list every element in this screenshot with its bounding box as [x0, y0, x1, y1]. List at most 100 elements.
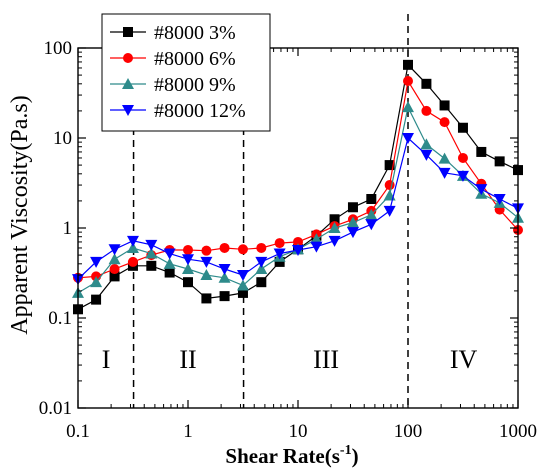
data-point — [293, 236, 303, 247]
x-axis-title: Shear Rate(s-1) — [225, 443, 358, 468]
data-point — [256, 277, 267, 288]
data-point — [182, 254, 194, 266]
data-point — [219, 242, 230, 253]
data-point — [182, 263, 194, 275]
data-point — [403, 75, 413, 86]
data-point — [163, 257, 176, 269]
region-label-iii: III — [313, 345, 339, 374]
data-point — [90, 276, 103, 288]
data-point — [163, 248, 176, 260]
data-point — [237, 287, 248, 298]
data-point — [255, 263, 268, 275]
data-point — [438, 167, 451, 179]
data-point — [366, 194, 377, 205]
data-point — [236, 270, 249, 282]
data-point — [183, 244, 193, 255]
data-point — [218, 271, 231, 283]
data-point — [273, 248, 286, 260]
data-point — [328, 222, 341, 233]
data-point — [476, 146, 487, 157]
legend-label: #8000 6% — [154, 48, 236, 70]
series-layer — [72, 59, 524, 315]
legend-item-4: #8000 12% — [110, 100, 246, 122]
legend-label: #8000 12% — [154, 100, 246, 122]
data-point — [109, 271, 120, 282]
x-tick-label: 1 — [183, 421, 193, 442]
legend-label: #8000 9% — [154, 74, 236, 96]
data-point — [218, 264, 231, 276]
region-label-iv: IV — [450, 345, 478, 374]
data-point — [457, 152, 468, 163]
legend-marker — [122, 105, 134, 116]
legend-label: #8000 3% — [154, 22, 236, 44]
data-point — [457, 122, 468, 133]
data-point — [346, 216, 359, 228]
data-point — [439, 117, 450, 128]
x-axis-title-superscript: -1 — [340, 443, 352, 458]
legend-item-2: #8000 6% — [110, 48, 236, 70]
legend-marker — [122, 78, 134, 89]
data-point — [201, 245, 212, 256]
y-tick-label: 0.01 — [39, 398, 72, 419]
data-point — [310, 241, 323, 253]
data-point — [402, 133, 414, 144]
data-point — [383, 205, 396, 217]
data-point — [439, 100, 450, 111]
data-point — [402, 101, 414, 113]
x-tick-label: 100 — [394, 421, 423, 442]
data-point — [328, 235, 341, 247]
data-point — [274, 238, 285, 249]
x-axis-title-close: ) — [352, 444, 359, 468]
data-point — [384, 160, 395, 171]
x-axis-title-text: Shear Rate(s — [225, 444, 340, 468]
data-point — [109, 264, 120, 275]
data-point — [256, 242, 267, 253]
region-label-ii: II — [179, 345, 196, 374]
region-labels-layer: I II III IV — [102, 345, 478, 374]
data-point — [146, 260, 157, 271]
x-tick-label: 0.1 — [66, 421, 90, 442]
data-point — [420, 138, 433, 150]
data-point — [126, 235, 139, 247]
y-axis-title-text: Apparent Viscosity(Pa.s) — [7, 95, 33, 334]
data-point — [475, 184, 488, 196]
data-point — [108, 244, 121, 256]
data-point — [91, 294, 102, 305]
data-point — [346, 227, 359, 239]
data-point — [384, 180, 395, 191]
data-point — [310, 233, 323, 245]
data-point — [365, 208, 378, 220]
data-point — [494, 156, 505, 167]
data-point — [329, 214, 340, 225]
data-point — [421, 105, 432, 116]
data-point — [255, 256, 268, 268]
y-tick-label: 1 — [63, 218, 73, 239]
data-point — [201, 293, 212, 304]
data-point — [365, 219, 378, 231]
data-point — [421, 78, 432, 89]
data-point — [274, 256, 285, 267]
legend-marker — [123, 27, 133, 37]
data-point — [164, 267, 175, 278]
data-point — [145, 239, 158, 251]
legend-marker — [123, 53, 133, 63]
legend: #8000 3% #8000 6% #8000 9% #8000 12% — [101, 13, 271, 132]
data-point — [347, 202, 358, 213]
legend-item-3: #8000 9% — [110, 74, 236, 96]
data-point — [219, 291, 230, 302]
data-point — [126, 241, 139, 253]
data-point — [292, 244, 304, 256]
region-label-i: I — [102, 345, 111, 374]
y-tick-label: 100 — [44, 38, 73, 59]
data-point — [90, 256, 103, 268]
y-axis-title: Apparent Viscosity(Pa.s) — [7, 95, 33, 334]
data-point — [145, 247, 158, 259]
series-4 — [72, 133, 524, 286]
data-point — [403, 59, 413, 70]
data-point — [456, 170, 469, 182]
data-point — [493, 194, 506, 206]
data-point — [127, 256, 138, 267]
data-point — [236, 279, 249, 291]
